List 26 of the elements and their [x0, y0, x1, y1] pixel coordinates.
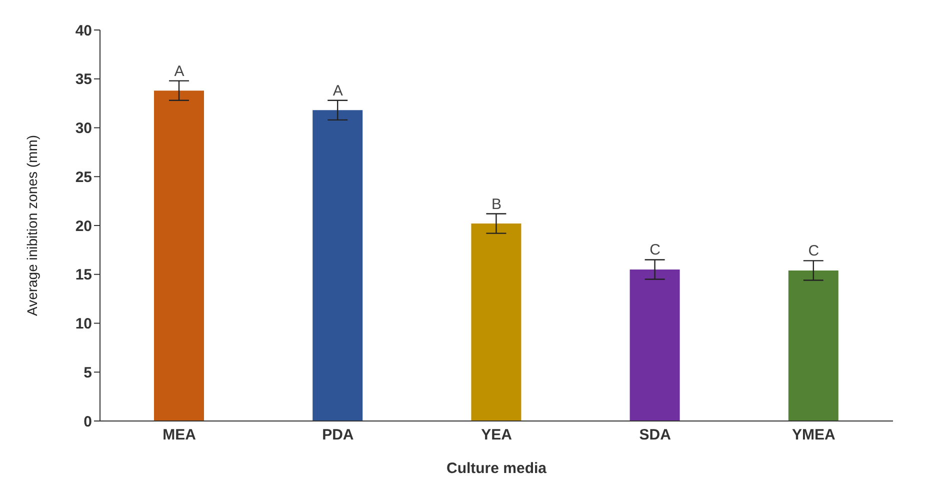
- annotation: A: [332, 82, 343, 100]
- x-tick-label: PDA: [322, 426, 354, 444]
- x-tick-label: YMEA: [792, 426, 836, 444]
- y-axis-title: Average inibition zones (mm): [24, 134, 40, 316]
- x-tick-label: SDA: [639, 426, 672, 444]
- annotation: C: [650, 242, 661, 259]
- y-tick-label: 35: [75, 71, 92, 88]
- bar: [312, 110, 363, 421]
- y-tick-label: 20: [75, 218, 92, 235]
- y-tick-label: 5: [84, 364, 92, 382]
- annotation: A: [174, 62, 184, 80]
- y-tick-label: 40: [75, 22, 92, 40]
- bar: [788, 270, 838, 421]
- x-axis-title: Culture media: [446, 460, 548, 477]
- y-tick-label: 0: [84, 413, 92, 430]
- y-tick-label: 10: [75, 316, 92, 333]
- bar: [471, 224, 522, 421]
- bar: [630, 269, 680, 421]
- x-tick-label: MEA: [162, 426, 196, 444]
- y-tick-label: 30: [75, 120, 92, 138]
- x-tick-label: YEA: [481, 426, 512, 444]
- annotation: B: [491, 196, 502, 213]
- y-tick-label: 15: [75, 266, 92, 284]
- bar: [154, 90, 204, 421]
- annotation: C: [808, 242, 820, 260]
- y-tick-label: 25: [75, 168, 92, 186]
